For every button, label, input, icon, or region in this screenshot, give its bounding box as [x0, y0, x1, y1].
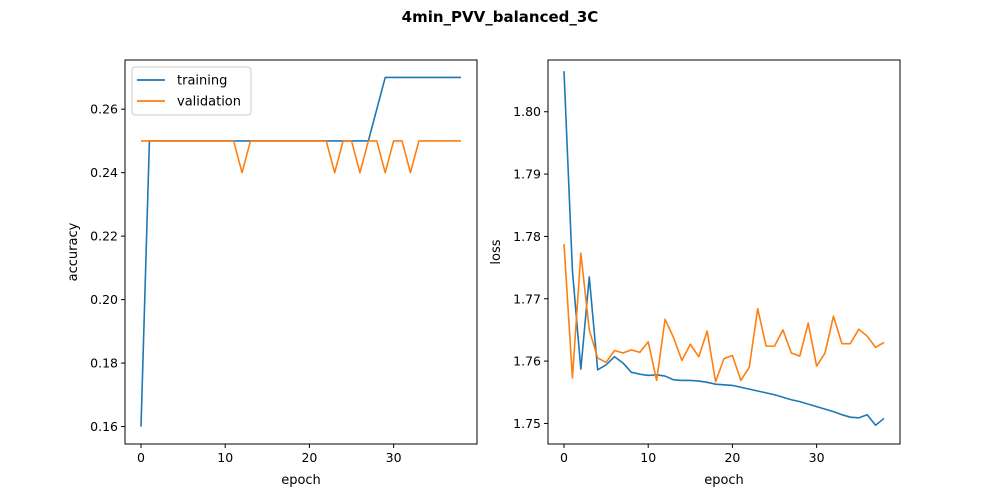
loss-y-tick-label: 1.78 — [513, 229, 541, 244]
accuracy-validation-line — [141, 140, 461, 174]
accuracy-axes-frame — [124, 59, 478, 445]
legend-label-validation: validation — [177, 95, 241, 110]
accuracy-y-tick-label: 0.26 — [90, 102, 118, 117]
accuracy-x-tick-label: 10 — [217, 450, 233, 465]
loss-y-tick-label: 1.75 — [513, 416, 541, 431]
figure-title: 4min_PVV_balanced_3C — [402, 8, 599, 26]
loss-x-tick-label: 0 — [560, 450, 568, 465]
legend-label-training: training — [177, 74, 227, 89]
legend: training validation — [131, 66, 252, 116]
accuracy-y-tick-label: 0.24 — [90, 165, 118, 180]
accuracy-y-tick-label: 0.16 — [90, 419, 118, 434]
loss-x-tick-label: 10 — [640, 450, 656, 465]
accuracy-y-tick-label: 0.22 — [90, 229, 118, 244]
loss-y-tick-label: 1.76 — [513, 354, 541, 369]
accuracy-x-axis-label: epoch — [281, 473, 321, 488]
accuracy-y-tick-label: 0.20 — [90, 292, 118, 307]
loss-x-axis-label: epoch — [704, 473, 744, 488]
accuracy-panel: 0 10 20 30 0.16 0.18 0.20 0.22 0.24 0.26 epoch accu… — [66, 59, 478, 488]
accuracy-y-tick-label: 0.18 — [90, 356, 118, 371]
loss-training-line — [563, 71, 885, 427]
loss-x-tick-label: 30 — [809, 450, 825, 465]
loss-validation-line — [563, 243, 885, 383]
accuracy-y-axis-label: accuracy — [66, 222, 81, 281]
loss-panel: 0 10 20 30 1.75 1.76 1.77 1.78 1.79 1.80 epoch loss — [489, 59, 901, 488]
accuracy-x-tick-label: 30 — [386, 450, 402, 465]
loss-y-tick-label: 1.80 — [513, 104, 541, 119]
accuracy-x-tick-label: 0 — [137, 450, 145, 465]
loss-axes-frame — [547, 59, 901, 445]
loss-y-tick-label: 1.77 — [513, 291, 541, 306]
loss-x-tick-label: 20 — [724, 450, 740, 465]
loss-y-tick-label: 1.79 — [513, 167, 541, 182]
accuracy-training-line — [140, 76, 461, 427]
loss-y-axis-label: loss — [489, 239, 504, 264]
accuracy-x-tick-label: 20 — [301, 450, 317, 465]
